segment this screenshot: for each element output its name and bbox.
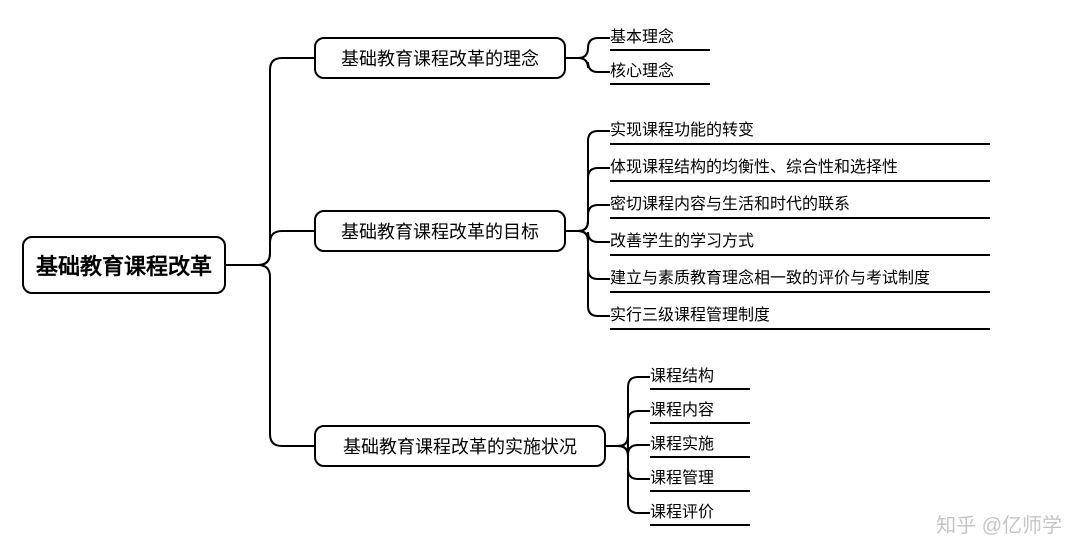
root-label: 基础教育课程改革 [36,249,212,281]
leaf-label: 密切课程内容与生活和时代的联系 [610,190,850,214]
leaf-label: 实行三级课程管理制度 [610,301,770,325]
leaf-node: 体现课程结构的均衡性、综合性和选择性 [610,150,990,182]
branch-node-implementation: 基础教育课程改革的实施状况 [314,425,606,467]
leaf-node: 密切课程内容与生活和时代的联系 [610,187,990,219]
leaf-label: 课程评价 [650,498,714,522]
leaf-node: 核心理念 [610,55,710,85]
branch-label: 基础教育课程改革的理念 [341,45,539,71]
branch-label: 基础教育课程改革的实施状况 [343,433,577,459]
root-node: 基础教育课程改革 [22,236,226,294]
leaf-label: 课程结构 [650,362,714,386]
branch-node-concepts: 基础教育课程改革的理念 [314,37,566,79]
leaf-node: 课程结构 [650,360,750,390]
leaf-node: 改善学生的学习方式 [610,224,990,256]
leaf-node: 课程评价 [650,496,750,526]
leaf-node: 实行三级课程管理制度 [610,298,990,330]
leaf-label: 课程管理 [650,464,714,488]
leaf-node: 课程实施 [650,428,750,458]
leaf-label: 基本理念 [610,23,674,47]
watermark-text: 知乎 @亿师学 [936,515,1062,537]
watermark: 知乎 @亿师学 [936,509,1062,538]
leaf-node: 课程内容 [650,394,750,424]
branch-node-goals: 基础教育课程改革的目标 [314,210,566,252]
leaf-label: 建立与素质教育理念相一致的评价与考试制度 [610,264,930,288]
branch-label: 基础教育课程改革的目标 [341,218,539,244]
leaf-node: 课程管理 [650,462,750,492]
leaf-label: 实现课程功能的转变 [610,116,754,140]
leaf-label: 体现课程结构的均衡性、综合性和选择性 [610,153,898,177]
leaf-node: 建立与素质教育理念相一致的评价与考试制度 [610,261,990,293]
leaf-label: 核心理念 [610,57,674,81]
leaf-label: 改善学生的学习方式 [610,227,754,251]
leaf-node: 基本理念 [610,21,710,51]
leaf-label: 课程内容 [650,396,714,420]
leaf-node: 实现课程功能的转变 [610,113,990,145]
leaf-label: 课程实施 [650,430,714,454]
